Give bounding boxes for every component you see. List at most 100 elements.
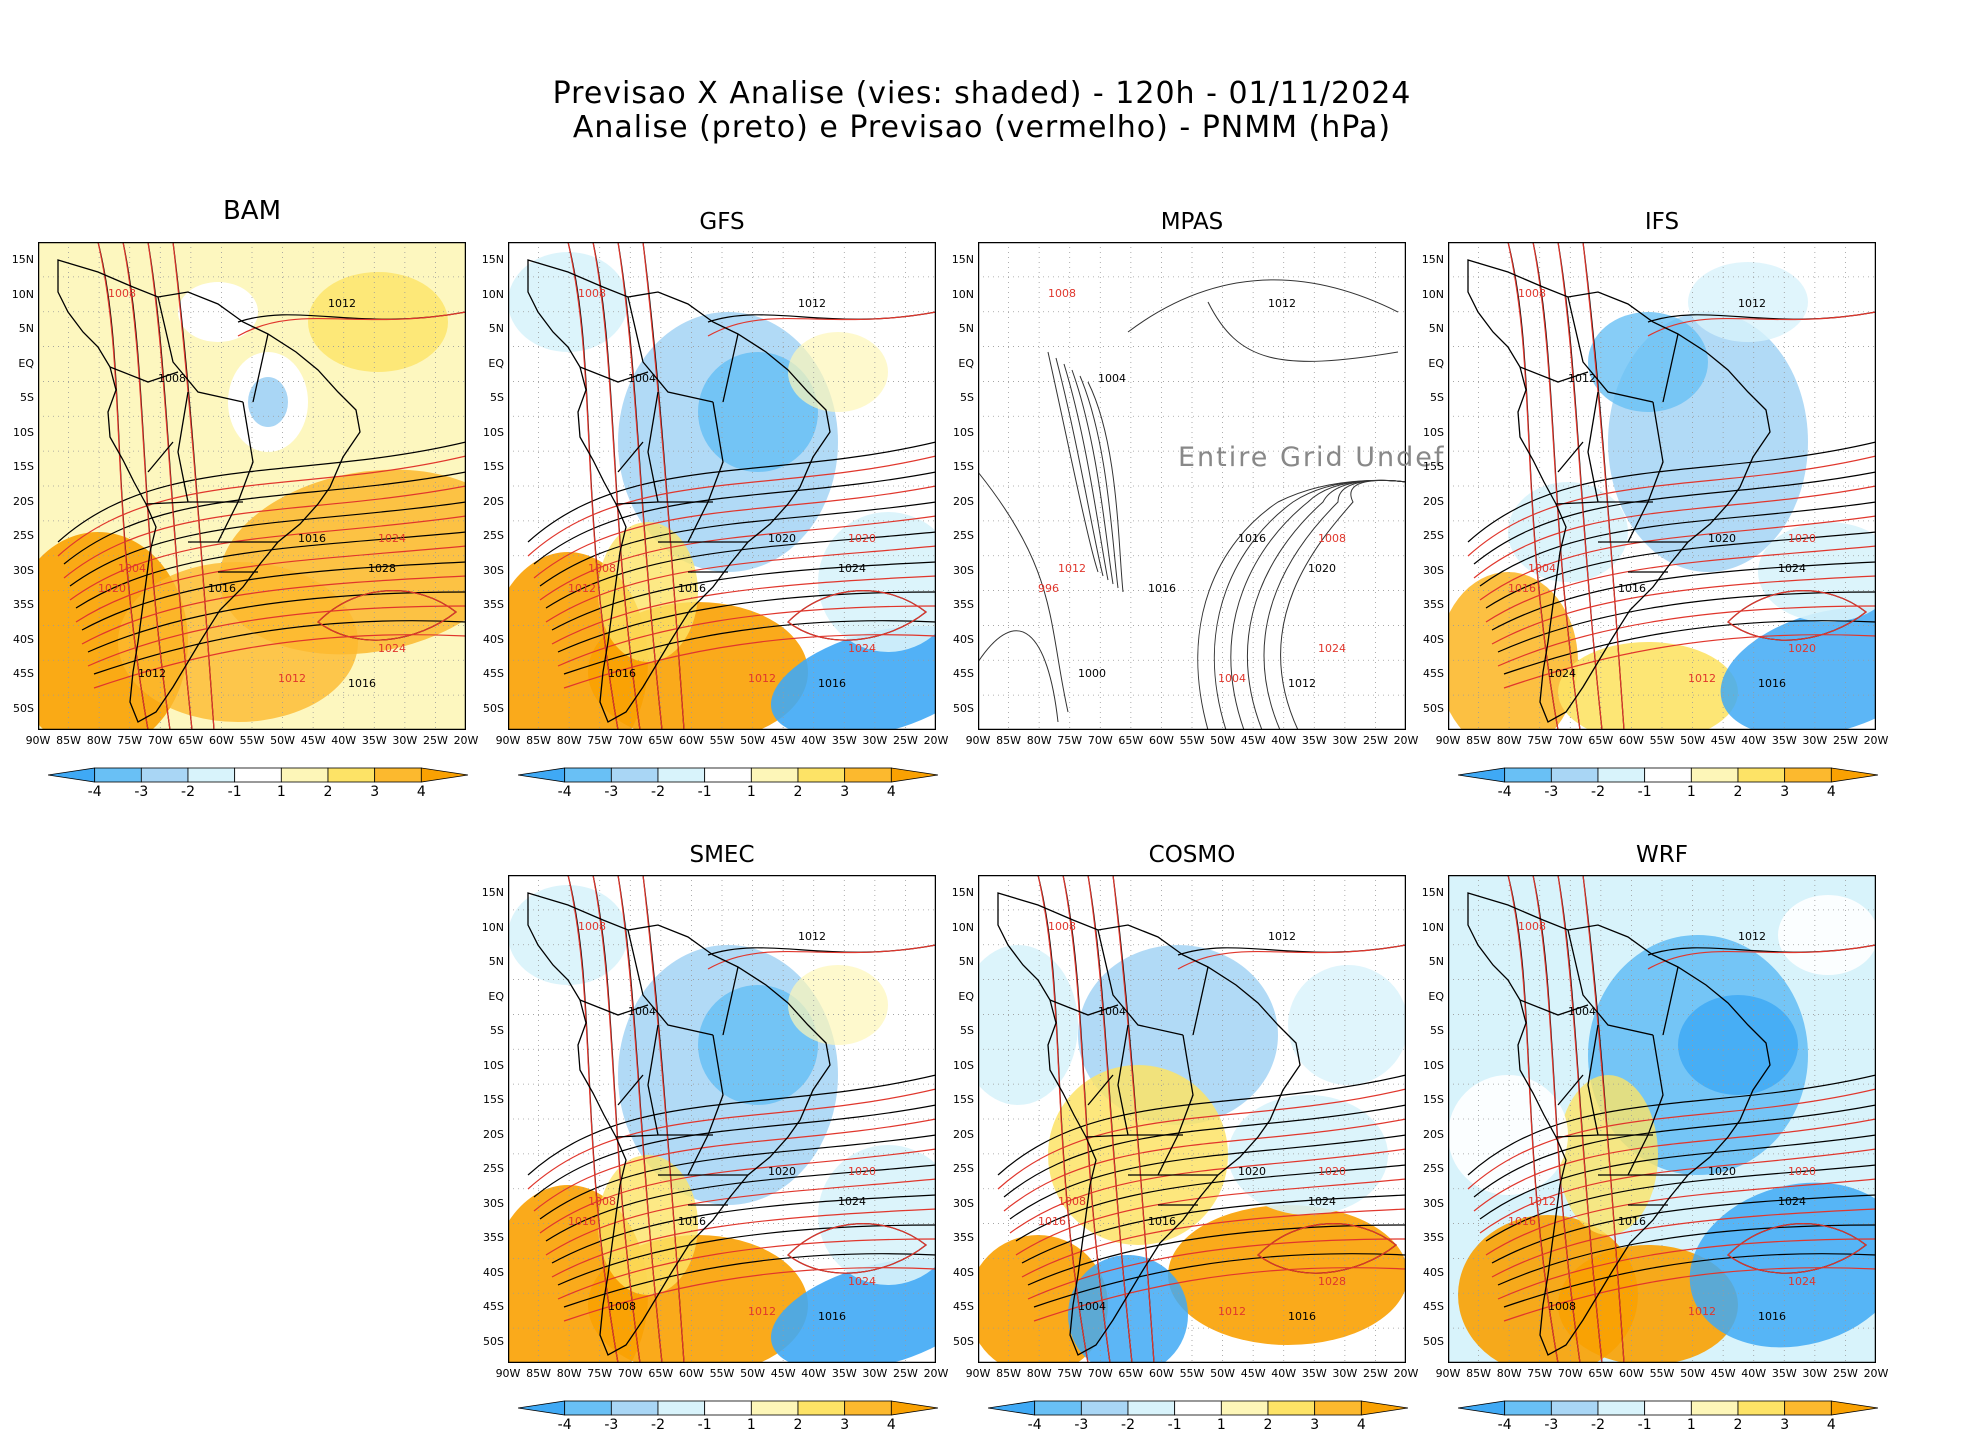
lon-label: 65W <box>648 734 674 747</box>
lon-label: 70W <box>1557 734 1583 747</box>
map-mpas: 1012 1008 1004 1012 1016 1008 1020 1024 1012 1004… <box>978 242 1406 730</box>
lon-label: 65W <box>1588 1367 1614 1380</box>
lat-label: EQ <box>488 356 504 370</box>
contour-label: 1008 <box>578 287 606 300</box>
lon-label: 75W <box>587 1367 613 1380</box>
lon-label: 65W <box>1118 734 1144 747</box>
lat-label: 50S <box>953 1334 974 1348</box>
lon-label: 85W <box>996 1367 1021 1380</box>
contour-label: 1024 <box>1778 1195 1806 1208</box>
lon-label: 35W <box>831 1367 857 1380</box>
contour-label: 1004 <box>628 1005 656 1018</box>
contour-label: 1012 <box>1218 1305 1246 1318</box>
map-smec: 1012 1008 1004 1008 1016 1020 1024 1024 1016 1012… <box>508 875 936 1363</box>
contour-label: 1004 <box>1528 562 1556 575</box>
colorbar <box>1458 767 1878 783</box>
contour-label: 1012 <box>748 672 776 685</box>
lon-label: 35W <box>361 734 387 747</box>
lon-label: 75W <box>587 734 613 747</box>
lon-label: 20W <box>1863 1367 1889 1380</box>
lon-label: 60W <box>1148 1367 1174 1380</box>
lat-label: 10N <box>1421 287 1444 301</box>
lon-label: 20W <box>453 734 479 747</box>
lon-label: 70W <box>1087 1367 1113 1380</box>
lat-label: 5N <box>18 322 34 335</box>
lon-label: 55W <box>709 1367 735 1380</box>
figure-title-line-1: Previsao X Analise (vies: shaded) - 120h… <box>552 76 1412 111</box>
colorbar-tick: 2 <box>1263 1417 1273 1433</box>
lon-label: 20W <box>923 1367 949 1380</box>
lat-label: 20S <box>13 494 34 508</box>
lon-label: 40W <box>801 1367 827 1380</box>
lat-label: 20S <box>483 1127 504 1141</box>
contour-label: 1016 <box>298 532 326 545</box>
lon-label: 85W <box>526 734 551 747</box>
lon-label: 20W <box>1393 1367 1419 1380</box>
contour-label: 1016 <box>568 1215 596 1228</box>
lon-label: 75W <box>1057 734 1083 747</box>
lat-label: 10S <box>483 425 504 439</box>
colorbar-tick: -3 <box>1074 1417 1089 1433</box>
contour-label: 1016 <box>1288 1310 1316 1323</box>
colorbar-tick: -1 <box>1637 1417 1652 1433</box>
lon-label: 20W <box>1863 734 1889 747</box>
contour-label: 1012 <box>1288 677 1316 690</box>
contour-label: 1008 <box>588 1195 616 1208</box>
lon-label: 45W <box>770 1367 796 1380</box>
colorbar-tick: -1 <box>1637 784 1652 800</box>
lat-label: 45S <box>483 667 504 680</box>
colorbar-tick: 3 <box>1780 784 1790 800</box>
lat-label: 30S <box>483 1196 504 1210</box>
colorbar-tick: -2 <box>651 1417 665 1433</box>
contour-label: 1008 <box>1048 920 1076 933</box>
lon-label: 30W <box>1332 734 1358 747</box>
lat-label: 40S <box>483 632 504 646</box>
lon-label: 20W <box>923 734 949 747</box>
colorbar-tick: -1 <box>697 1417 712 1433</box>
lat-label: 5N <box>958 955 974 968</box>
lat-label: 10S <box>953 1058 974 1072</box>
lat-label: 5N <box>958 322 974 335</box>
contour-label: 1012 <box>138 667 166 680</box>
lat-label: 10N <box>481 920 504 934</box>
lat-label: 50S <box>1423 701 1444 715</box>
lat-label: 10N <box>951 287 974 301</box>
lon-label: 55W <box>1179 734 1205 747</box>
contour-label: 1012 <box>278 672 306 685</box>
contour-label: 1004 <box>1078 1300 1106 1313</box>
lat-label: 45S <box>1423 667 1444 680</box>
colorbar-tick: 1 <box>746 1417 756 1433</box>
lat-label: 30S <box>13 563 34 577</box>
lon-label: 60W <box>1618 1367 1644 1380</box>
lon-label: 75W <box>117 734 143 747</box>
contour-label: 1012 <box>1738 930 1766 943</box>
lon-label: 40W <box>1271 734 1297 747</box>
contour-label: 1020 <box>98 582 126 595</box>
colorbar-tick: -4 <box>557 1417 572 1433</box>
contour-label: 1020 <box>1788 642 1816 655</box>
contour-label: 1024 <box>1308 1195 1336 1208</box>
colorbar-tick: 1 <box>276 784 286 800</box>
lon-label: 50W <box>1680 734 1705 747</box>
lon-label: 30W <box>862 1367 888 1380</box>
lon-label: 90W <box>1435 1367 1461 1380</box>
lat-label: 35S <box>953 1231 974 1244</box>
panel-wrf: WRF 1012 1008 1004 1012 1016 1020 1024 1024 1016 1… <box>1422 842 1889 1443</box>
contour-label: 1016 <box>1618 1215 1646 1228</box>
lon-label: 40W <box>1741 1367 1767 1380</box>
contour-label: 1016 <box>678 1215 706 1228</box>
contour-label: 1024 <box>1778 562 1806 575</box>
contour-label: 1012 <box>1528 1195 1556 1208</box>
contour-label: 1004 <box>1098 372 1126 385</box>
lon-label: 50W <box>1680 1367 1705 1380</box>
lon-label: 55W <box>1649 734 1675 747</box>
lat-label: 15S <box>953 1093 974 1106</box>
lat-label: 35S <box>13 598 34 611</box>
contour-label: 1008 <box>158 372 186 385</box>
contour-label: 1004 <box>1568 1005 1596 1018</box>
lat-label: 25S <box>1423 1162 1444 1175</box>
lon-label: 35W <box>1301 1367 1327 1380</box>
contour-label: 1020 <box>1788 532 1816 545</box>
contour-label: 1016 <box>678 582 706 595</box>
colorbar-tick: 4 <box>1356 1417 1366 1433</box>
